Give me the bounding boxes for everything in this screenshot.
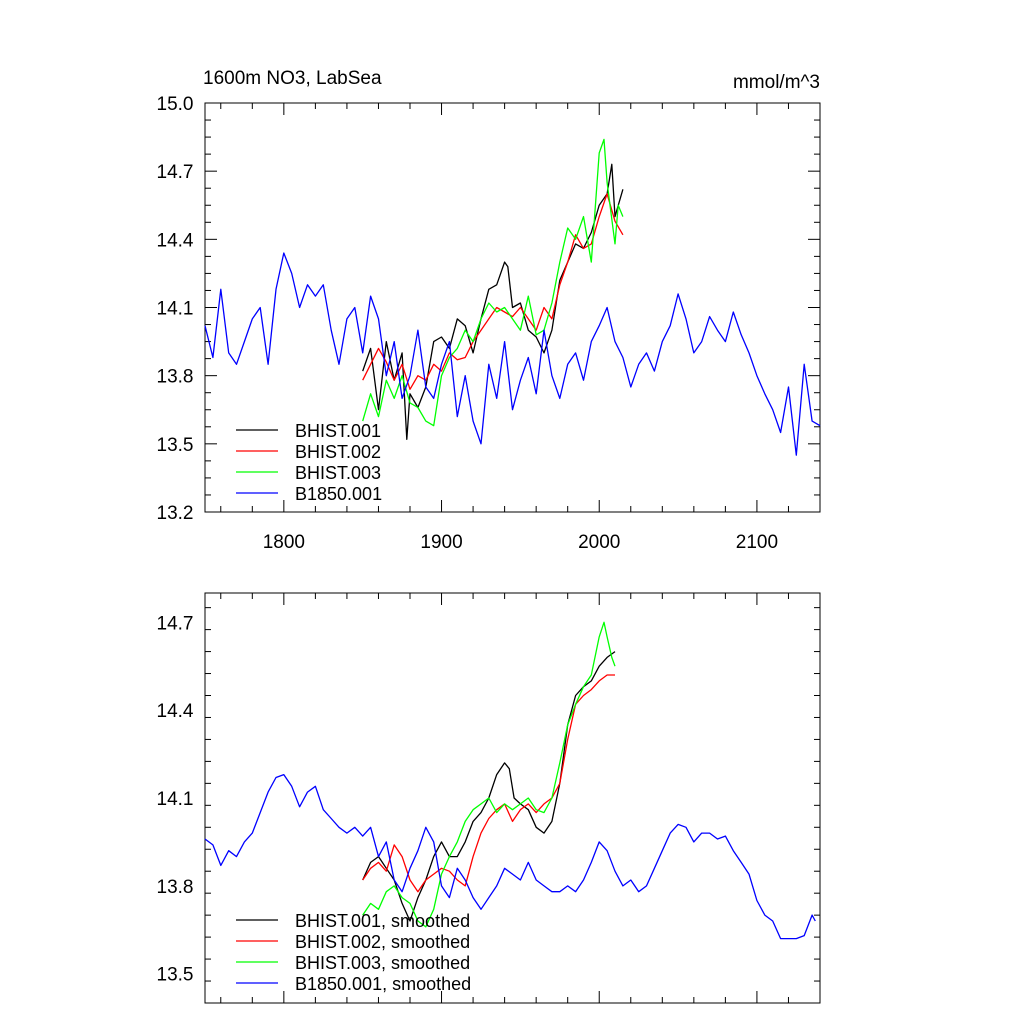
top-x-tick-label: 2000 bbox=[578, 532, 620, 553]
bottom-legend-label: BHIST.002, smoothed bbox=[295, 932, 470, 952]
bottom-series-line-3 bbox=[362, 621, 616, 928]
bottom-plot-ticks: 13.5 13.8 14.1 14.4 14.7 bbox=[157, 593, 821, 1004]
bottom-plot-panel: 13.5 13.8 14.1 14.4 14.7 BHIST.001, smoothed… bbox=[157, 592, 821, 1004]
top-plot-ticks: 1800 1900 2000 2100 13.2 13.5 13.8 14.1 14.4 14.7… bbox=[157, 94, 821, 553]
top-y-tick-label: 14.4 bbox=[157, 230, 194, 251]
bottom-y-tick-label: 14.1 bbox=[157, 789, 194, 810]
top-plot-series-lines bbox=[204, 138, 821, 456]
top-x-tick-label: 2100 bbox=[736, 532, 778, 553]
bottom-legend-label: B1850.001, smoothed bbox=[295, 974, 471, 994]
top-series-line-2 bbox=[362, 193, 624, 390]
top-plot-title: 1600m NO3, LabSea bbox=[203, 68, 382, 89]
top-x-tick-label: 1900 bbox=[420, 532, 462, 553]
top-legend-label: BHIST.003 bbox=[295, 463, 381, 483]
top-series-line-4 bbox=[204, 252, 821, 456]
top-series-line-3 bbox=[362, 138, 624, 427]
top-plot-units: mmol/m^3 bbox=[733, 72, 820, 93]
top-x-tick-label: 1800 bbox=[263, 532, 305, 553]
top-legend-label: BHIST.001 bbox=[295, 421, 381, 441]
bottom-y-tick-label: 14.7 bbox=[157, 613, 194, 634]
top-plot-panel: 1600m NO3, LabSea mmol/m^3 1800 1900 2000 2… bbox=[157, 68, 821, 553]
top-y-tick-label: 13.2 bbox=[157, 503, 194, 524]
bottom-series-line-4 bbox=[204, 773, 816, 940]
bottom-legend-label: BHIST.003, smoothed bbox=[295, 953, 470, 973]
top-legend-label: B1850.001 bbox=[295, 484, 382, 504]
bottom-y-tick-label: 14.4 bbox=[157, 701, 194, 722]
bottom-series-line-2 bbox=[362, 674, 615, 893]
bottom-y-tick-label: 13.5 bbox=[157, 965, 194, 986]
top-y-tick-label: 13.8 bbox=[157, 367, 194, 388]
top-legend-label: BHIST.002 bbox=[295, 442, 381, 462]
bottom-legend-label: BHIST.001, smoothed bbox=[295, 911, 470, 931]
bottom-y-tick-label: 13.8 bbox=[157, 877, 194, 898]
top-y-tick-label: 14.7 bbox=[157, 162, 194, 183]
top-y-tick-label: 14.1 bbox=[157, 299, 194, 320]
bottom-series-line-1 bbox=[362, 651, 616, 922]
bottom-plot-frame bbox=[204, 592, 821, 1004]
top-y-tick-label: 13.5 bbox=[157, 435, 194, 456]
top-y-tick-label: 15.0 bbox=[157, 94, 194, 115]
bottom-plot-series-lines bbox=[204, 621, 816, 940]
